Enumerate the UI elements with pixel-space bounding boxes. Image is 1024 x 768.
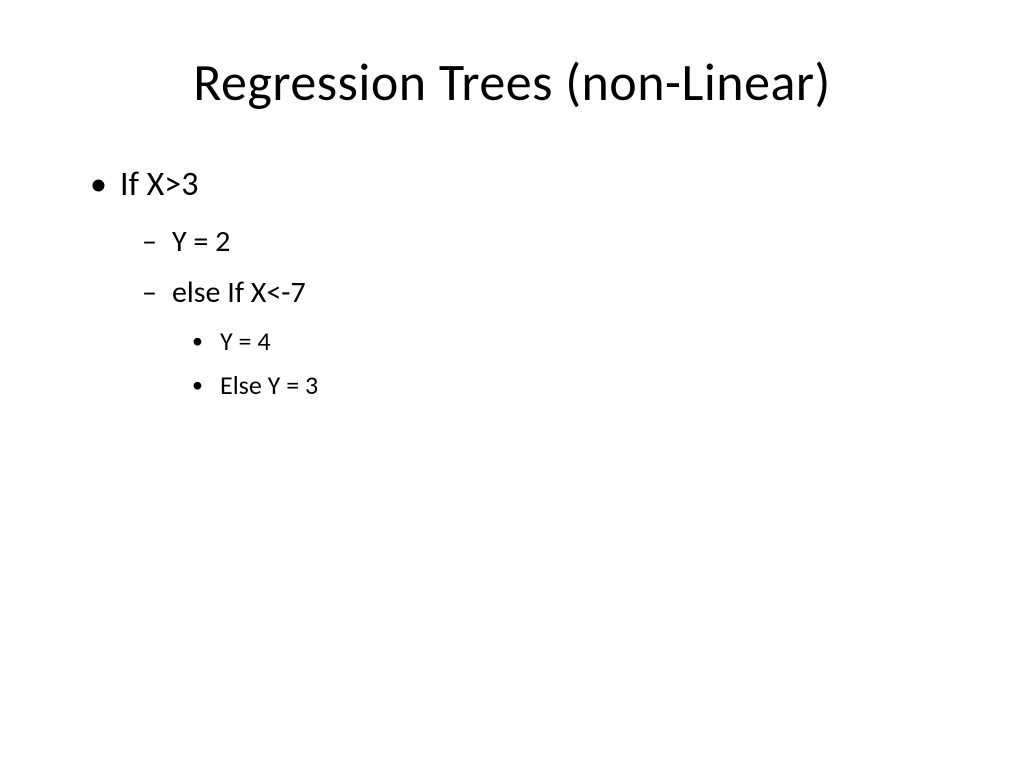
slide-container: Regression Trees (non-Linear) If X>3 Y =… xyxy=(0,0,1024,768)
bullet-list: If X>3 Y = 2 else If X<-7 Y = 4 Else Y =… xyxy=(90,164,944,401)
slide-title: Regression Trees (non-Linear) xyxy=(80,50,944,114)
slide-content: If X>3 Y = 2 else If X<-7 Y = 4 Else Y =… xyxy=(80,164,944,401)
bullet-level2: else If X<-7 xyxy=(90,274,944,311)
bullet-level2: Y = 2 xyxy=(90,223,944,260)
bullet-level3: Y = 4 xyxy=(90,325,944,357)
bullet-level1: If X>3 xyxy=(90,164,944,205)
bullet-level3: Else Y = 3 xyxy=(90,369,944,401)
